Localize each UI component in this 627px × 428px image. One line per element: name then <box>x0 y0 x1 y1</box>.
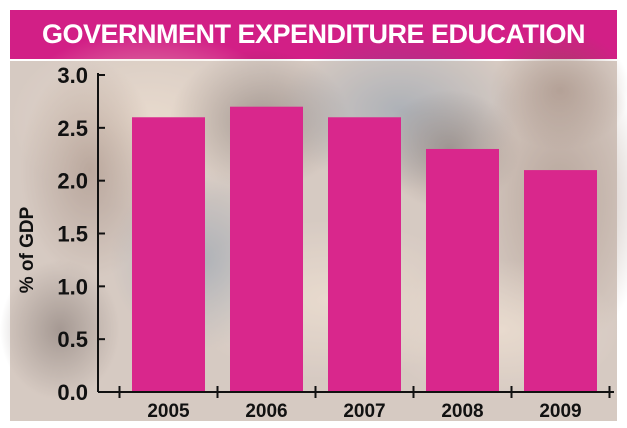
bar-2009 <box>524 170 597 392</box>
y-axis-label: % of GDP <box>17 206 38 293</box>
y-tick-label: 2.0 <box>57 169 88 194</box>
y-tick-label: 2.5 <box>57 116 88 141</box>
axes-group: 0.0 0.5 1.0 1.5 2.0 2.5 3.0 2005 2006 2007 2008 200… <box>57 63 614 422</box>
x-tick-label-2005: 2005 <box>147 401 190 422</box>
y-tick-label: 3.0 <box>57 63 88 88</box>
y-tick-label: 1.0 <box>57 274 88 299</box>
x-tick-label-2007: 2007 <box>343 401 385 422</box>
photo-blob <box>490 30 627 150</box>
bar-2005 <box>132 117 205 393</box>
photo-blob <box>0 260 120 400</box>
bars-group <box>132 106 597 393</box>
y-tick-label: 0.5 <box>57 327 88 352</box>
x-tick-label-2009: 2009 <box>539 401 581 422</box>
y-tick-label: 0.0 <box>57 380 88 405</box>
x-tick-label-2006: 2006 <box>245 401 287 422</box>
bar-2008 <box>426 148 499 392</box>
x-tick-label-2008: 2008 <box>441 401 483 422</box>
y-tick-label: 1.5 <box>57 222 88 247</box>
bar-2006 <box>230 106 303 392</box>
photo-wash <box>10 61 617 421</box>
y-axis-label-group: % of GDP <box>17 206 38 293</box>
chart-title: GOVERNMENT EXPENDITURE EDUCATION <box>41 19 586 49</box>
chart-title-banner: GOVERNMENT EXPENDITURE EDUCATION <box>10 10 617 59</box>
bar-2007 <box>328 117 401 393</box>
